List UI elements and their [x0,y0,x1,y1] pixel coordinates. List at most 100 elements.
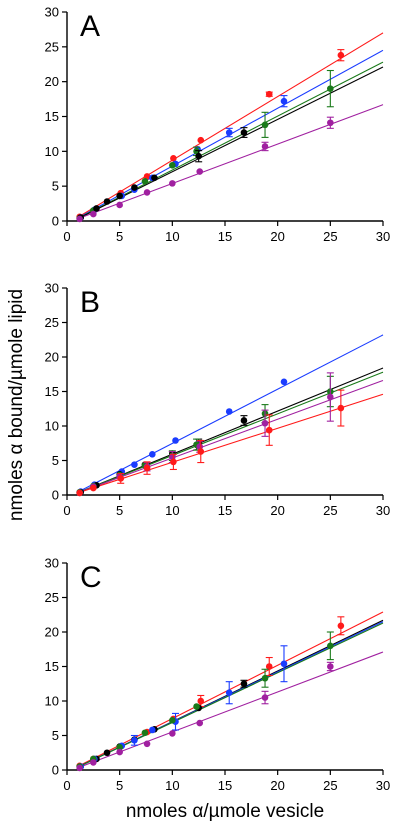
x-tick-label: 15 [218,778,232,793]
fit-line-purple [77,104,384,220]
fit-line-green [77,371,384,494]
data-point-red [197,448,205,455]
data-point-red [170,458,177,466]
data-point-green [327,642,334,650]
x-tick-label: 25 [323,778,337,793]
panel-label: B [80,286,100,319]
fit-line-red [77,393,384,494]
y-tick-label: 0 [52,763,59,778]
data-point-purple [143,189,151,196]
y-tick-label: 25 [45,315,59,330]
y-axis-title: nmoles α bound/µmole lipid [6,289,27,521]
data-point-blue [225,129,233,136]
data-point-green [193,703,200,710]
x-tick-label: 20 [270,229,284,244]
data-point-red [337,51,345,59]
data-point-black [93,205,100,212]
data-point-purple [327,393,334,401]
data-point-red [76,489,83,497]
data-point-red [197,136,205,144]
y-tick-label: 15 [45,109,59,124]
data-point-purple [116,201,123,209]
data-point-black [116,192,123,200]
x-tick-label: 25 [323,503,337,518]
y-tick-label: 15 [45,659,59,674]
data-point-red [197,697,205,705]
panel-c: 0 5 10 15 20 25 30 0 5 10 15 20 25 30 C [45,556,391,794]
data-point-purple [90,210,97,218]
x-tick-label: 25 [323,229,337,244]
y-tick-label: 30 [45,556,59,571]
data-point-red [337,622,345,630]
data-point-red [90,484,97,492]
data-point-purple [76,215,83,223]
data-point-purple [327,119,334,127]
data-point-blue [149,726,156,734]
data-point-green [116,743,123,751]
data-point-purple [116,748,123,756]
y-tick-label: 30 [45,5,59,20]
x-tick-label: 0 [63,778,70,793]
data-point-red [337,404,345,412]
data-point-red [170,155,177,162]
x-tick-label: 0 [63,503,70,518]
x-tick-label: 5 [116,503,123,518]
y-tick-label: 5 [52,728,59,743]
x-tick-label: 20 [270,503,284,518]
data-point-black [240,129,248,136]
data-point-red [265,663,273,670]
data-point-green [141,177,149,185]
panel-label: C [80,561,102,594]
fit-line-red [77,32,384,218]
y-tick-label: 5 [52,453,59,468]
y-tick-label: 20 [45,74,59,89]
data-point-blue [131,737,138,744]
data-point-blue [131,461,138,468]
data-point-black [103,749,111,757]
x-tick-label: 30 [376,778,390,793]
fit-line-purple [77,651,384,769]
fit-line-black [77,66,384,220]
y-tick-label: 25 [45,590,59,605]
data-point-blue [280,660,288,668]
data-point-blue [172,437,179,444]
data-point-red [117,475,125,482]
data-point-blue [280,378,288,386]
panel-a: 0 5 10 15 20 25 30 0 5 10 15 20 25 30 A [45,5,391,245]
x-tick-label: 5 [116,778,123,793]
data-point-black [103,198,111,205]
data-point-black [195,152,202,160]
data-point-purple [169,730,176,737]
x-tick-label: 15 [218,503,232,518]
data-point-black [240,680,248,688]
data-point-black [151,174,158,182]
data-point-red [265,426,273,434]
y-tick-label: 10 [45,694,59,709]
data-point-blue [149,450,156,458]
data-point-purple [261,694,269,701]
x-axis-title: nmoles α/µmole vesicle [126,801,324,822]
x-tick-label: 10 [165,778,179,793]
y-tick-label: 15 [45,384,59,399]
x-tick-label: 5 [116,229,123,244]
data-point-purple [169,180,176,187]
panel-b: 0 5 10 15 20 25 30 0 5 10 15 20 25 30 B [45,281,391,519]
y-tick-label: 30 [45,281,59,296]
data-point-red [265,90,273,98]
data-point-purple [143,740,151,748]
x-tick-label: 20 [270,778,284,793]
data-point-blue [280,97,288,105]
data-point-green [327,85,334,92]
data-point-purple [327,663,334,670]
x-tick-label: 10 [165,229,179,244]
data-point-purple [196,168,204,175]
data-point-green [169,717,176,724]
data-point-purple [261,143,269,150]
panel-label: A [80,10,100,43]
y-tick-label: 20 [45,350,59,365]
x-tick-label: 10 [165,503,179,518]
y-tick-label: 20 [45,625,59,640]
data-point-green [261,121,269,129]
data-point-green [141,729,149,737]
y-tick-label: 0 [52,214,59,229]
